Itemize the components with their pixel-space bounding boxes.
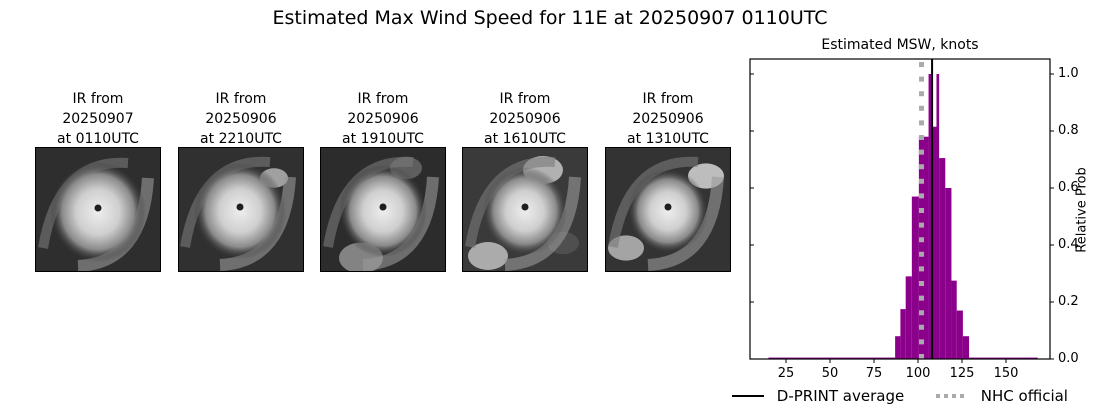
ir-panel-title: IR from 20250906 at 1310UTC [575,89,761,149]
ir-panel-title-line2: 20250906 [205,111,277,127]
histogram-bar [895,336,901,359]
histogram-bar [768,357,896,359]
ir-panel-title-line1: IR from [215,91,267,107]
ir-satellite-image [605,147,731,272]
ir-panel-title-line2: 20250906 [489,111,561,127]
legend-label-nhc: NHC official [980,386,1068,405]
y-tick-label: 0.0 [1058,351,1079,366]
x-tick-label: 150 [993,366,1019,381]
histogram-bar [905,276,912,359]
histogram-bar [962,336,970,359]
histogram-bar [956,310,963,359]
ir-panel-title: IR from 20250906 at 1610UTC [432,89,618,149]
histogram-bar [900,309,906,359]
ir-panel-title-line3: at 1610UTC [484,131,566,147]
histogram-bar [945,188,952,359]
y-tick-label: 0.4 [1058,237,1079,252]
ir-panel-title-line3: at 2210UTC [200,131,282,147]
histogram-bar [936,74,940,359]
histogram-plot [749,58,1054,363]
y-tick-label: 0.8 [1058,123,1079,138]
legend-item-dprint: D-PRINT average [730,386,904,406]
ir-panel-title: IR from 20250906 at 1910UTC [290,89,476,149]
histogram-bar [918,136,929,359]
histogram-bar [969,357,1038,359]
ir-panel-title-line3: at 0110UTC [57,131,139,147]
histogram-bar [928,74,932,359]
histogram-svg [749,58,1054,363]
ir-panel-title-line3: at 1910UTC [342,131,424,147]
histogram-bar [939,158,946,359]
ir-satellite-image [320,147,446,272]
x-tick-label: 100 [905,366,931,381]
y-tick-label: 1.0 [1058,66,1079,81]
x-tick-label: 125 [949,366,975,381]
ir-panel-title-line1: IR from [499,91,551,107]
x-tick-label: 25 [777,366,795,381]
ir-satellite-image [178,147,304,272]
histogram-bar [951,280,957,359]
solid-line-icon [732,395,764,397]
legend-item-nhc: NHC official [934,386,1068,406]
dotted-line-icon [936,394,968,398]
x-tick-label: 75 [865,366,883,381]
y-axis-label: Relative Prob [1074,167,1090,253]
ir-panel-title: IR from 20250907 at 0110UTC [5,89,191,149]
y-tick-label: 0.2 [1058,294,1079,309]
ir-panel-title-line1: IR from [357,91,409,107]
ir-satellite-image [35,147,161,272]
ir-panel-title-line1: IR from [642,91,694,107]
ir-panel-title-line3: at 1310UTC [627,131,709,147]
plot-frame [749,58,1051,360]
ir-panel-title-line1: IR from [72,91,124,107]
ir-panel-title: IR from 20250906 at 2210UTC [148,89,334,149]
legend-label-dprint: D-PRINT average [776,386,905,405]
figure-title: Estimated Max Wind Speed for 11E at 2025… [272,7,828,29]
y-tick-label: 0.6 [1058,180,1079,195]
histogram-bar [911,196,919,359]
ir-satellite-image [462,147,588,272]
ir-panel-title-line2: 20250907 [62,111,134,127]
x-tick-label: 50 [821,366,839,381]
ir-panel-title-line2: 20250906 [347,111,419,127]
chart-title: Estimated MSW, knots [821,37,979,53]
ir-panel-title-line2: 20250906 [632,111,704,127]
histogram-bar [931,126,937,359]
